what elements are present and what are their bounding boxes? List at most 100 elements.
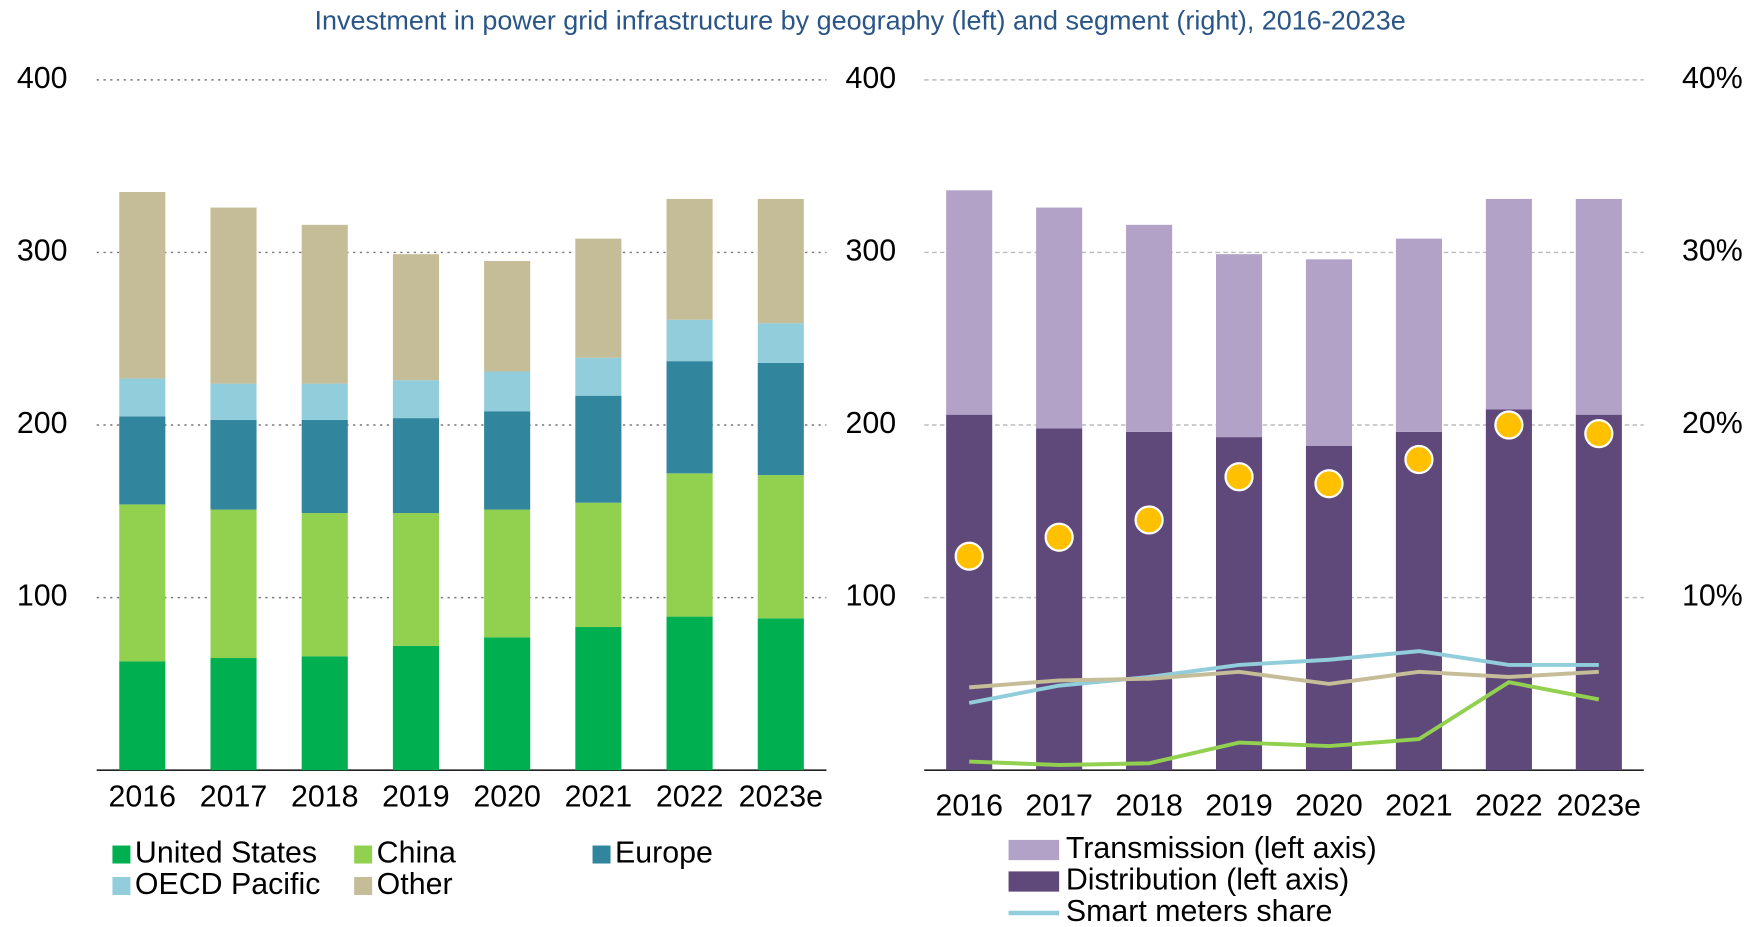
- bar: [1485, 198, 1532, 410]
- bar: [119, 416, 166, 505]
- x-tick-label: 2023e: [739, 780, 823, 813]
- bar: [392, 380, 439, 419]
- y-tick-label: 100: [845, 580, 896, 613]
- y-tick-label: 400: [17, 62, 68, 95]
- bar: [1305, 445, 1353, 771]
- x-tick-label: 2017: [200, 780, 268, 813]
- bar: [392, 418, 439, 514]
- bar: [119, 192, 166, 379]
- bar: [575, 238, 622, 358]
- x-tick-label: 2023e: [1557, 789, 1641, 822]
- dot: [1134, 505, 1164, 535]
- dot: [1314, 469, 1344, 499]
- bar: [392, 513, 439, 646]
- bar: [1036, 428, 1083, 771]
- y-tick-label: 400: [845, 62, 896, 95]
- bar: [484, 371, 531, 412]
- bar: [210, 383, 257, 420]
- bar: [946, 190, 993, 415]
- legend-swatch: [354, 877, 373, 896]
- bar: [301, 224, 348, 384]
- x-tick-label: 2019: [382, 780, 450, 813]
- bar: [484, 411, 531, 510]
- legend-swatch: [112, 877, 131, 896]
- line: [969, 669, 1599, 690]
- x-tick-label: 2021: [1385, 789, 1453, 822]
- bar: [666, 616, 713, 771]
- bar: [1395, 238, 1442, 432]
- y2-tick-label: 10%: [1682, 580, 1743, 613]
- bar: [575, 502, 622, 627]
- bar: [484, 637, 531, 771]
- legend-label: Smart meters share: [1066, 895, 1332, 922]
- bar: [666, 361, 713, 474]
- line: [969, 680, 1600, 767]
- y-tick-label: 300: [17, 234, 68, 267]
- legend-label: Europe: [615, 837, 713, 870]
- x-tick-label: 2016: [109, 780, 177, 813]
- bar: [757, 362, 804, 476]
- bar: [1575, 198, 1622, 415]
- line: [968, 649, 1599, 705]
- bar: [119, 504, 166, 662]
- bar: [757, 475, 804, 619]
- bar: [575, 357, 622, 396]
- bar: [575, 626, 622, 771]
- y-tick-label: 100: [17, 580, 68, 613]
- legend-label: China: [377, 837, 456, 870]
- x-tick-label: 2022: [656, 780, 724, 813]
- bar: [1215, 437, 1263, 771]
- bar: [119, 661, 166, 771]
- bar: [1215, 254, 1263, 438]
- dot: [1224, 462, 1254, 492]
- legend-label: Other: [377, 868, 453, 901]
- bar: [946, 414, 993, 771]
- x-tick-label: 2016: [935, 789, 1003, 822]
- x-tick-label: 2017: [1025, 789, 1093, 822]
- bar: [119, 378, 166, 417]
- bar: [666, 319, 713, 362]
- bar: [210, 509, 257, 659]
- bar: [301, 419, 348, 514]
- x-tick-label: 2018: [1115, 789, 1183, 822]
- x-tick-label: 2018: [291, 780, 359, 813]
- bar: [210, 207, 257, 384]
- bar: [1395, 431, 1442, 771]
- dot: [1494, 410, 1524, 440]
- y-tick-label: 300: [845, 234, 896, 267]
- bar: [1126, 431, 1173, 771]
- bar: [666, 198, 713, 320]
- legend-swatch: [1008, 871, 1060, 892]
- bar: [210, 419, 257, 510]
- bar: [1575, 414, 1622, 771]
- bar: [484, 261, 531, 372]
- x-tick-label: 2020: [1295, 789, 1363, 822]
- chart-title: Investment in power grid infrastructure …: [314, 6, 1405, 36]
- bar: [301, 656, 348, 771]
- bar: [1305, 259, 1353, 446]
- dot: [1584, 419, 1614, 449]
- legend-swatch: [112, 845, 131, 864]
- y-tick-label: 200: [17, 407, 68, 440]
- legend-label: OECD Pacific: [135, 868, 320, 901]
- bar: [392, 645, 439, 771]
- legend-label: United States: [135, 837, 317, 870]
- legend-swatch: [1008, 839, 1060, 861]
- bar: [484, 509, 531, 638]
- legend-label: Distribution (left axis): [1066, 864, 1349, 897]
- bar: [666, 473, 713, 617]
- x-tick-label: 2020: [473, 780, 541, 813]
- dot: [1044, 522, 1074, 552]
- bar: [575, 395, 622, 503]
- bar: [301, 383, 348, 420]
- bar: [301, 513, 348, 657]
- dot: [1404, 444, 1434, 475]
- y2-tick-label: 40%: [1682, 62, 1743, 95]
- bar: [1485, 409, 1532, 771]
- y-tick-label: 200: [845, 407, 896, 440]
- x-tick-label: 2022: [1475, 789, 1543, 822]
- bar: [1126, 224, 1173, 432]
- x-tick-label: 2019: [1205, 789, 1273, 822]
- x-tick-label: 2021: [565, 780, 633, 813]
